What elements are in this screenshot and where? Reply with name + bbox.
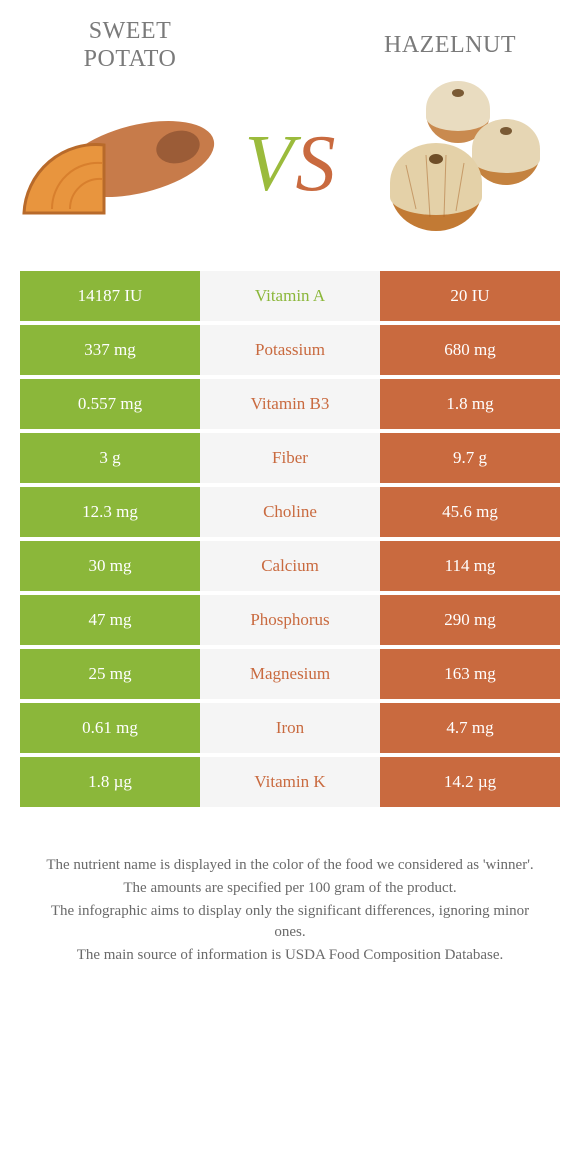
table-row: 47 mgPhosphorus290 mg <box>20 595 560 645</box>
value-right: 163 mg <box>380 649 560 699</box>
value-right: 45.6 mg <box>380 487 560 537</box>
nutrient-table: 14187 IUVitamin A20 IU337 mgPotassium680… <box>20 271 560 807</box>
value-left: 47 mg <box>20 595 200 645</box>
value-left: 30 mg <box>20 541 200 591</box>
nutrient-name: Phosphorus <box>200 595 380 645</box>
value-left: 337 mg <box>20 325 200 375</box>
footer-line-4: The main source of information is USDA F… <box>34 945 546 966</box>
vs-label: VS <box>245 124 336 204</box>
nutrient-name: Vitamin B3 <box>200 379 380 429</box>
value-left: 1.8 µg <box>20 757 200 807</box>
value-right: 4.7 mg <box>380 703 560 753</box>
nutrient-name: Iron <box>200 703 380 753</box>
value-left: 14187 IU <box>20 271 200 321</box>
table-row: 25 mgMagnesium163 mg <box>20 649 560 699</box>
nutrient-name: Vitamin K <box>200 757 380 807</box>
vs-s: S <box>295 124 335 204</box>
table-row: 14187 IUVitamin A20 IU <box>20 271 560 321</box>
sweet-potato-image <box>18 79 218 249</box>
value-right: 1.8 mg <box>380 379 560 429</box>
table-row: 3 gFiber9.7 g <box>20 433 560 483</box>
value-right: 680 mg <box>380 325 560 375</box>
table-row: 12.3 mgCholine45.6 mg <box>20 487 560 537</box>
footer-line-3: The infographic aims to display only the… <box>34 901 546 943</box>
nutrient-name: Potassium <box>200 325 380 375</box>
table-row: 30 mgCalcium114 mg <box>20 541 560 591</box>
hazelnut-image <box>362 79 562 249</box>
nutrient-name: Calcium <box>200 541 380 591</box>
value-right: 114 mg <box>380 541 560 591</box>
vs-v: V <box>245 124 294 204</box>
table-row: 0.61 mgIron4.7 mg <box>20 703 560 753</box>
table-row: 337 mgPotassium680 mg <box>20 325 560 375</box>
hero-row: VS <box>0 73 580 271</box>
title-right: HAZELNUT <box>360 32 540 60</box>
nutrient-name: Choline <box>200 487 380 537</box>
nutrient-name: Fiber <box>200 433 380 483</box>
table-row: 1.8 µgVitamin K14.2 µg <box>20 757 560 807</box>
value-right: 14.2 µg <box>380 757 560 807</box>
value-right: 290 mg <box>380 595 560 645</box>
footer-line-2: The amounts are specified per 100 gram o… <box>34 878 546 899</box>
value-right: 9.7 g <box>380 433 560 483</box>
nutrient-name: Vitamin A <box>200 271 380 321</box>
value-left: 25 mg <box>20 649 200 699</box>
footer-notes: The nutrient name is displayed in the co… <box>0 811 580 966</box>
nutrient-name: Magnesium <box>200 649 380 699</box>
title-left: SWEET POTATO <box>40 18 220 73</box>
value-left: 0.557 mg <box>20 379 200 429</box>
value-left: 12.3 mg <box>20 487 200 537</box>
value-left: 0.61 mg <box>20 703 200 753</box>
header: SWEET POTATO HAZELNUT <box>0 0 580 73</box>
title-left-line1: SWEET <box>40 18 220 46</box>
value-right: 20 IU <box>380 271 560 321</box>
footer-line-1: The nutrient name is displayed in the co… <box>34 855 546 876</box>
title-left-line2: POTATO <box>40 46 220 74</box>
value-left: 3 g <box>20 433 200 483</box>
table-row: 0.557 mgVitamin B31.8 mg <box>20 379 560 429</box>
